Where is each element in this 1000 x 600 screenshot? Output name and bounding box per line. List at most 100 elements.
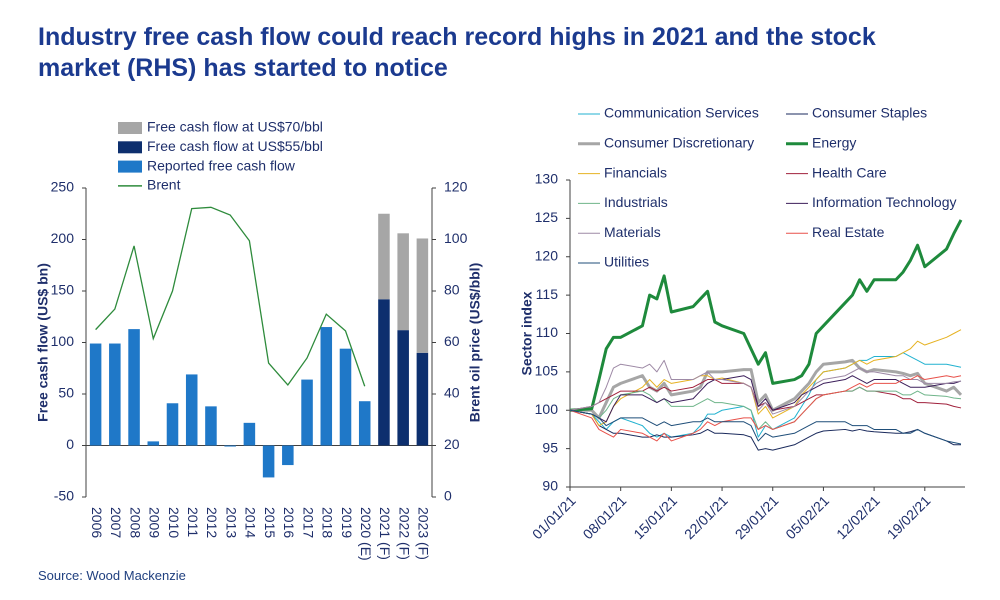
bar	[378, 299, 390, 446]
legend-label: Brent	[147, 177, 181, 193]
y-tick-label: 105	[535, 363, 559, 379]
y2-tick-label: 100	[444, 230, 468, 246]
x-tick-label: 2023 (F)	[416, 507, 432, 560]
y2-tick-label: 0	[444, 488, 452, 504]
y2-tick-label: 20	[444, 436, 460, 452]
sector-line	[569, 375, 962, 442]
x-tick-label: 05/02/21	[782, 492, 832, 542]
bar	[128, 329, 140, 446]
x-tick-label: 2021 (F)	[377, 507, 393, 560]
legend-label: Information Technology	[812, 194, 957, 210]
x-tick-label: 2014	[243, 507, 259, 538]
legend-label: Free cash flow at US$70/bbl	[147, 119, 323, 135]
sector-line	[569, 386, 962, 430]
y-axis-title: Sector index	[519, 291, 535, 375]
x-tick-label: 2020 (E)	[358, 507, 374, 561]
bar	[147, 441, 160, 446]
bar	[224, 445, 236, 447]
x-tick-label: 2022 (F)	[396, 507, 412, 560]
y2-tick-label: 80	[444, 282, 460, 298]
sector-line	[569, 409, 961, 451]
y-tick-label: 150	[51, 282, 75, 298]
x-tick-label: 01/01/21	[529, 492, 579, 542]
x-tick-label: 2009	[147, 507, 163, 538]
legend-label: Free cash flow at US$55/bbl	[147, 138, 323, 154]
bar	[416, 352, 429, 446]
x-tick-label: 2017	[300, 507, 316, 538]
sector-line	[569, 409, 962, 445]
sector-line	[569, 329, 962, 427]
legend-swatch	[118, 160, 142, 173]
y-tick-label: 95	[542, 439, 558, 455]
y-tick-label: 125	[535, 209, 559, 225]
bar	[205, 406, 217, 446]
x-tick-label: 2007	[108, 507, 124, 538]
y-tick-label: 250	[51, 179, 75, 195]
x-tick-label: 2015	[262, 507, 278, 538]
bar	[358, 401, 371, 446]
legend-label: Materials	[604, 224, 661, 240]
y-tick-label: 100	[51, 333, 75, 349]
y2-tick-label: 120	[444, 179, 468, 195]
legend-label: Financials	[604, 164, 667, 180]
x-tick-label: 2011	[185, 507, 201, 537]
brent-line	[95, 206, 366, 387]
sector-line	[570, 358, 963, 420]
bar	[301, 379, 313, 446]
sector-line	[569, 375, 962, 423]
bar	[416, 238, 429, 353]
legend-swatch	[118, 122, 142, 134]
y-tick-label: -50	[54, 488, 74, 504]
bar	[89, 343, 102, 446]
x-tick-label: 08/01/21	[580, 492, 630, 542]
x-tick-label: 29/01/21	[732, 492, 782, 542]
bar	[339, 348, 352, 446]
y2-tick-label: 40	[444, 385, 460, 401]
bar	[166, 403, 179, 446]
legend-label: Health Care	[812, 164, 887, 180]
y2-tick-label: 60	[444, 333, 460, 349]
x-tick-label: 2008	[127, 507, 143, 538]
y-tick-label: 200	[51, 230, 75, 246]
legend-label: Consumer Staples	[812, 105, 927, 121]
x-tick-label: 15/01/21	[630, 492, 680, 542]
legend-label: Utilities	[604, 254, 649, 270]
y-tick-label: 0	[66, 436, 74, 452]
y-tick-label: 120	[535, 247, 559, 263]
x-tick-label: 22/01/21	[681, 492, 731, 542]
bar	[378, 213, 390, 300]
bar	[109, 343, 121, 446]
bar	[262, 445, 275, 478]
source-note: Source: Wood Mackenzie	[38, 568, 186, 583]
y2-axis-title: Brent oil price (US$/bbl)	[467, 263, 483, 422]
legend-label: Communication Services	[604, 105, 759, 121]
x-tick-label: 2018	[320, 507, 336, 538]
x-tick-label: 2010	[166, 507, 182, 538]
x-tick-label: 2013	[223, 507, 239, 538]
x-tick-label: 2006	[89, 507, 105, 538]
y-tick-label: 90	[542, 478, 558, 494]
sector-line	[569, 359, 962, 415]
y-tick-label: 50	[58, 385, 74, 401]
bar	[397, 233, 409, 331]
legend-label: Industrials	[604, 194, 668, 210]
y-tick-label: 100	[535, 401, 559, 417]
page-title: Industry free cash flow could reach reco…	[38, 23, 876, 82]
bar	[320, 327, 333, 446]
sector-line	[569, 219, 963, 412]
legend-swatch	[118, 141, 142, 154]
legend-label: Energy	[812, 135, 856, 151]
bar	[397, 330, 409, 446]
legend-label: Reported free cash flow	[147, 157, 296, 173]
legend-label: Consumer Discretionary	[604, 135, 754, 151]
bar	[243, 422, 256, 446]
x-tick-label: 19/02/21	[884, 492, 934, 542]
x-tick-label: 2016	[281, 507, 297, 538]
y-tick-label: 130	[535, 171, 559, 187]
y-axis-title: Free cash flow (US$ bn)	[35, 263, 51, 422]
y-tick-label: 110	[536, 324, 559, 340]
legend-label: Real Estate	[812, 224, 885, 240]
x-tick-label: 2012	[204, 507, 220, 538]
